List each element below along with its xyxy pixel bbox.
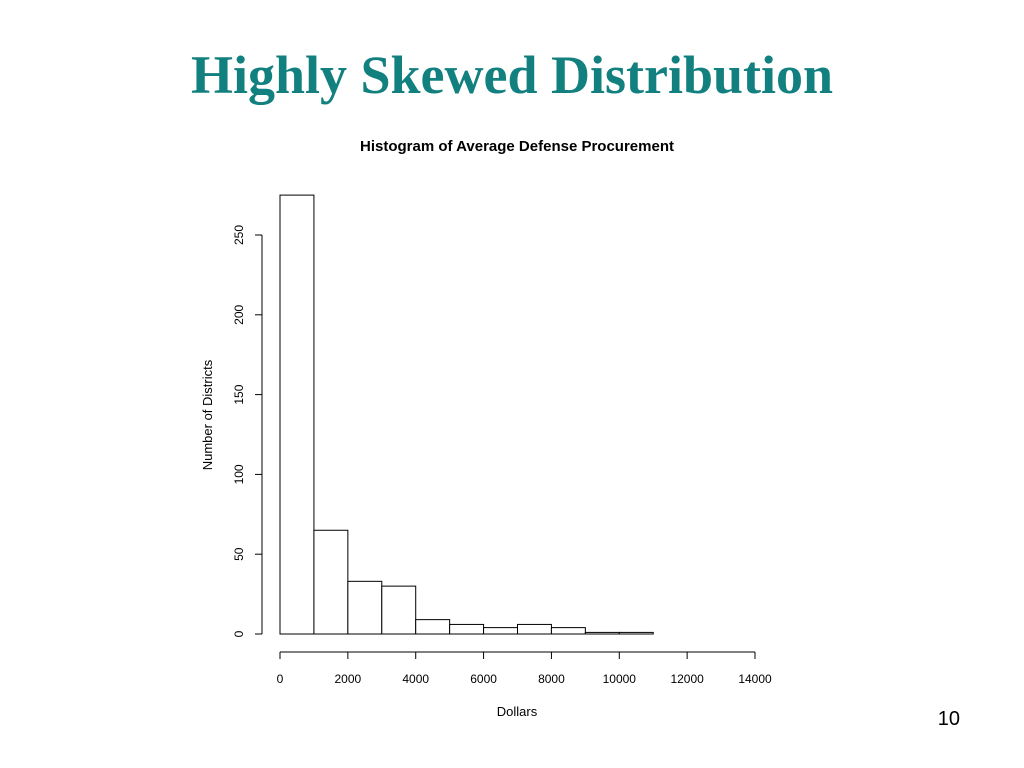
bars-group (279, 194, 654, 635)
x-tick-label: 4000 (402, 672, 429, 686)
histogram-bar (449, 623, 485, 635)
chart-title: Histogram of Average Defense Procurement (360, 138, 674, 155)
x-axis-label: Dollars (497, 704, 538, 719)
histogram-bar (618, 631, 654, 635)
y-axis-label: Number of Districts (200, 359, 215, 470)
histogram-bar (550, 627, 586, 635)
y-tick-label: 0 (232, 630, 246, 637)
y-axis: 0 50 100 150 200 250 (232, 225, 263, 637)
histogram-bar (584, 631, 620, 635)
histogram-bar (347, 580, 383, 635)
histogram-bar (313, 529, 349, 635)
x-tick-label: 6000 (470, 672, 497, 686)
slide-number: 10 (937, 708, 960, 730)
histogram-bar (517, 623, 552, 635)
histogram-bar (483, 627, 519, 635)
x-tick-label: 14000 (738, 672, 772, 686)
x-tick-label: 8000 (538, 672, 565, 686)
x-tick-label: 12000 (670, 672, 704, 686)
y-tick-label: 250 (232, 225, 246, 245)
y-tick-label: 100 (232, 464, 246, 484)
x-tick-label: 10000 (603, 672, 637, 686)
y-tick-label: 200 (232, 304, 246, 324)
slide-title: Highly Skewed Distribution (190, 45, 834, 105)
histogram-bar (415, 619, 451, 635)
y-tick-label: 50 (232, 547, 246, 561)
x-tick-label: 0 (277, 672, 284, 686)
histogram-bar (381, 585, 417, 635)
y-tick-label: 150 (232, 384, 246, 404)
x-tick-label: 2000 (335, 672, 362, 686)
x-axis: 0 2000 4000 6000 8000 10000 12000 14000 (277, 651, 772, 686)
histogram-bar (279, 194, 315, 635)
